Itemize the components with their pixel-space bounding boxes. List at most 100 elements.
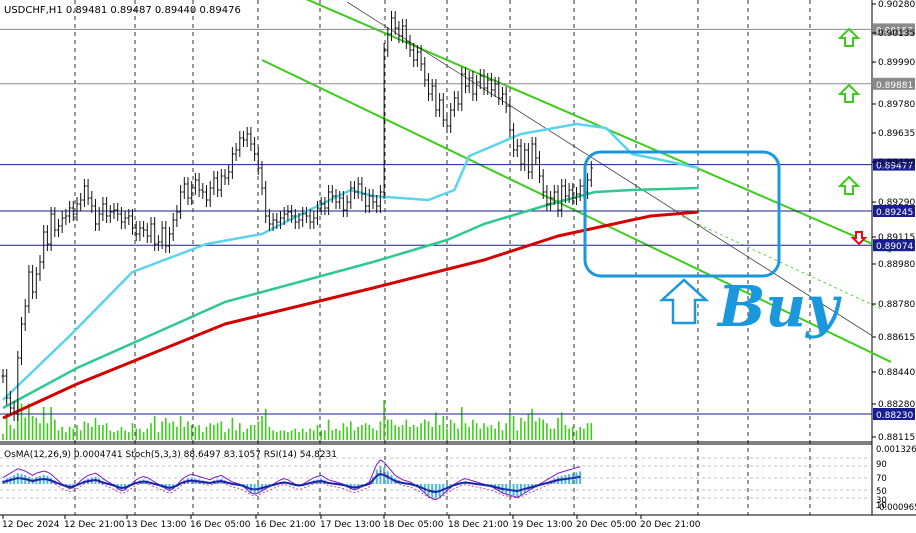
time-tick-label: 18 Dec 21:00 [448,520,509,530]
price-level-label: 0.89477 [876,162,913,172]
buy-zone-box [583,150,781,278]
volume-bar [560,412,563,440]
volume-bar [239,423,241,440]
ma-100-line [2,186,699,410]
volume-bar [350,421,352,440]
volume-bar [139,428,141,440]
signal-arrows [837,27,868,246]
trend-line [346,1,873,337]
volume-bar [486,426,489,440]
up-arrow-icon [837,175,861,195]
volume-bar [50,407,52,440]
price-tick-label: 0.89290 [878,198,915,208]
time-tick-label: 16 Dec 05:00 [190,520,251,530]
indicator-axis-tick: 70 [876,474,887,484]
price-level-tag [873,23,915,36]
buy-annotation: Buy [583,150,842,340]
volume-bar [390,419,393,440]
ma-200-line [2,210,699,420]
volume-bar [435,412,437,440]
volume-bar [375,430,378,440]
price-level-tag [873,158,915,171]
volume-bar [57,430,60,440]
volume-bar [338,430,341,440]
volume-bar [324,430,326,440]
volume-bar [98,425,100,440]
volume-bar [590,423,593,440]
price-level-label: 0.89074 [876,242,913,252]
price-tick-label: 0.88615 [878,333,915,343]
volume-bar [364,423,367,440]
down-arrow-icon [850,231,868,246]
volume-bar [357,426,359,440]
volume-bar [575,430,578,440]
volume-bar [94,417,97,440]
time-tick-label: 13 Dec 13:00 [126,520,187,530]
volume-bar [187,421,189,440]
price-level-label: 0.88230 [876,411,913,421]
volume-bar [353,430,356,440]
price-level-tag [873,408,915,420]
volume-bar [427,421,430,440]
price-tick-label: 0.90280 [878,0,915,10]
volume-bar [298,432,300,440]
volume-bar [28,403,30,440]
price-tick-label: 0.90135 [878,29,915,39]
buy-label: Buy [716,274,842,340]
volume-bar [213,425,215,440]
volume-bar [20,403,23,440]
volume-bar [523,421,526,440]
time-tick-label: 19 Dec 13:00 [512,520,573,530]
volume-bar [309,428,311,440]
price-tick-label: 0.88440 [878,368,915,378]
volume-bar [442,416,445,440]
volume-bar [205,426,208,440]
volume-bar [235,430,237,440]
volume-bar [412,425,415,440]
volume-bar [405,419,408,440]
volume-bar [320,430,322,440]
volume-bar [253,425,256,440]
price-tick-label: 0.88280 [878,400,915,410]
volume-bar [216,423,219,440]
volume-bar [179,416,182,440]
price-tick-label: 0.89990 [878,58,915,68]
volume-bar [409,426,411,440]
volume-bar [268,426,271,440]
volume-bar [294,428,297,440]
volume-bar [516,430,519,440]
volume-bar [165,417,167,440]
volume-bars [2,400,593,440]
volume-bar [198,425,200,440]
volume-bar [153,416,156,440]
volume-bar [287,432,289,440]
price-level-label: 0.89881 [876,81,913,91]
volume-bar [342,423,345,440]
time-tick-label: 16 Dec 21:00 [255,520,316,530]
volume-bar [131,423,134,440]
indicator-axis-tick: 30 [876,496,887,506]
volume-bar [401,425,404,440]
volume-bar [424,419,426,440]
price-level-tag [873,205,915,217]
volume-bar [501,430,504,440]
volume-bar [146,428,149,440]
volume-bar [68,426,71,440]
volume-bar [79,430,82,440]
volume-bar [313,430,315,440]
indicator-legend: OsMA(12,26,9) 0.0004741 Stoch(5,3,3) 88.… [4,450,337,460]
time-axis: 12 Dec 2024 12 Dec 21:00 13 Dec 13:00 16 De… [2,515,701,530]
volume-bar [583,428,585,440]
volume-bar [61,426,63,440]
moving-averages [2,122,699,420]
volume-bar [520,417,522,440]
volume-bar [76,425,78,440]
volume-bar [327,419,330,440]
volume-bar [46,423,49,440]
volume-bar [564,425,567,440]
volume-bar [383,400,385,440]
volume-bar [246,428,248,440]
volume-bar [420,423,422,440]
time-tick-label: 12 Dec 2024 [2,520,60,530]
